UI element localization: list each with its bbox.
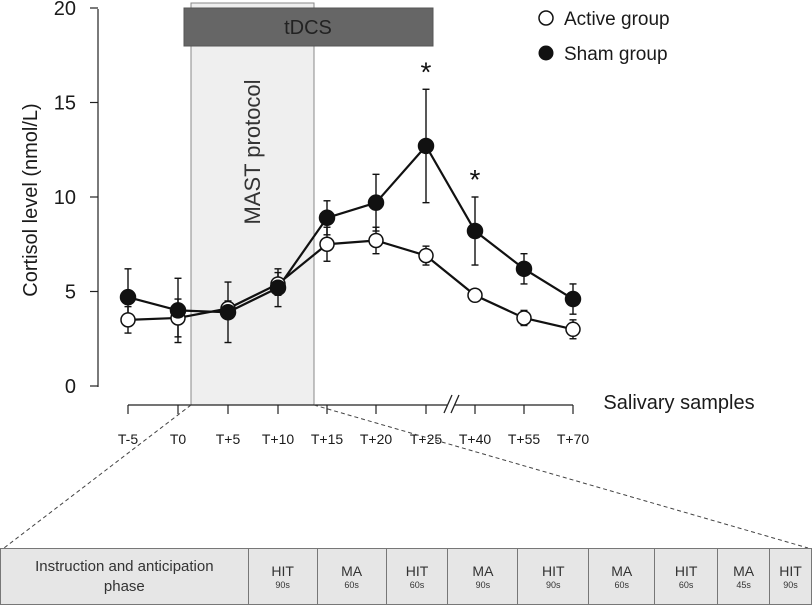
timeline-phase-name: MA [733,562,755,579]
y-tick-label: 5 [65,282,76,304]
sham-data-point [564,290,582,308]
sham-data-point [466,222,484,240]
timeline-phase-duration: 60s [678,579,694,590]
x-tick-label: T+70 [557,431,590,447]
timeline-phase-duration: 90s [475,579,491,590]
y-tick-label: 10 [54,187,76,209]
mast-timeline: Instruction and anticipation phase HIT 90s… [0,548,812,605]
timeline-segment: MA 60s [318,549,387,604]
significance-star: * [470,164,481,195]
timeline-segment: HIT 90s [518,549,590,604]
tdcs-label: tDCS [284,17,332,39]
zoom-line-right [313,404,809,548]
x-tick-label: T+25 [410,431,443,447]
y-tick-label: 15 [54,93,76,115]
timeline-segment: MA 90s [448,549,519,604]
zoom-line-left [3,404,192,548]
tdcs-bar [183,7,434,47]
y-tick-label: 0 [65,376,76,398]
timeline-phase-name: HIT [779,562,802,579]
x-tick-label: T+40 [459,431,492,447]
cortisol-chart: tDCS MAST protocol 0 5 10 15 20 Cortisol lev… [3,0,809,548]
axis-break-mark-1 [443,394,453,414]
x-tick-label: T+20 [360,431,393,447]
y-axis-label: Cortisol level (nmol/L) [20,103,42,296]
timeline-phase-name: HIT [542,562,565,579]
sham-data-point [269,279,287,296]
active-data-point [516,310,532,326]
timeline-phase-name: MA [341,562,363,579]
timeline-segment: HIT 60s [387,549,449,604]
mast-protocol-band [190,2,315,406]
timeline-phase-name: Instruction and anticipation phase [35,557,214,595]
x-axis-label: Salivary samples [603,392,754,414]
sham-data-point [367,194,385,211]
significance-star: * [421,56,432,87]
timeline-phase-duration: 90s [783,579,798,590]
timeline-phase-duration: 90s [546,579,561,590]
sham-data-point [119,288,137,306]
legend-label-active: Active group [564,9,670,30]
timeline-phase-duration: 90s [275,579,290,590]
timeline-segment: HIT 90s [770,549,812,604]
sham-data-point [219,304,237,321]
timeline-phase-name: HIT [405,562,429,579]
legend-label-sham: Sham group [564,44,668,65]
x-tick-label: T+55 [508,431,541,447]
timeline-phase-name: HIT [271,562,294,579]
x-tick-label: T+15 [311,431,344,447]
active-data-point [565,321,581,338]
legend-marker-sham [538,45,554,61]
timeline-segment: MA 60s [589,549,656,604]
timeline-phase-name: MA [472,562,494,579]
active-data-point [368,232,384,249]
y-tick-label: 20 [54,0,76,20]
series-line-active [127,239,574,331]
timeline-segment: HIT 90s [249,549,318,604]
timeline-segment: HIT 60s [655,549,719,604]
sham-data-point [515,260,533,278]
sham-data-point [417,137,435,155]
x-tick-label: T0 [170,431,187,447]
timeline-phase-duration: 60s [344,579,359,590]
axis-break-mark-2 [450,394,460,414]
active-data-point [418,247,434,264]
timeline-phase-name: HIT [674,562,698,579]
legend-marker-active [538,10,554,26]
sham-data-point [318,209,336,227]
active-data-point [120,312,136,328]
timeline-segment: MA 45s [718,549,771,604]
active-data-point [319,236,335,252]
timeline-phase-duration: 60s [614,579,629,590]
series-line-sham [127,144,574,314]
x-tick-label: T+10 [262,431,295,447]
mast-protocol-label: MAST protocol [240,79,265,224]
x-tick-label: T+5 [216,431,241,447]
active-data-point [467,287,483,304]
timeline-phase-name: MA [611,562,633,579]
timeline-phase-duration: 45s [736,579,751,590]
x-tick-label: T-5 [118,431,138,447]
timeline-phase-duration: 60s [409,579,425,590]
timeline-segment: Instruction and anticipation phase [1,549,249,604]
sham-data-point [169,302,187,319]
